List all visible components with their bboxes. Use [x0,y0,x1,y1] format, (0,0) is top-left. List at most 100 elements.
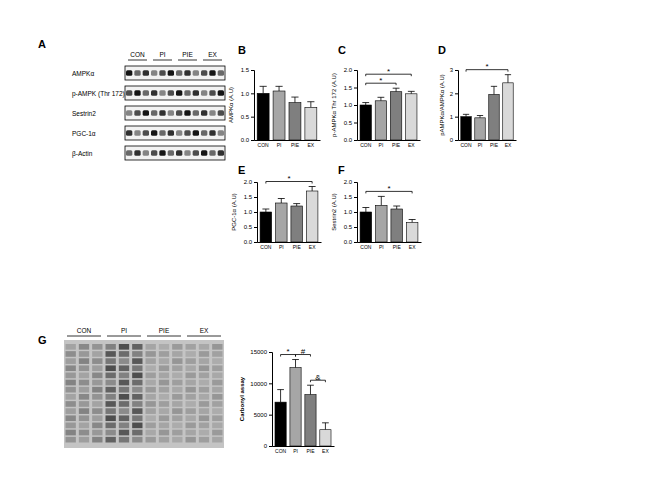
blot-band [176,150,182,156]
lane-label: EX [208,51,217,58]
panel-label: A [38,38,46,50]
blot-smear [66,373,76,379]
blot-smear [92,408,102,414]
blot-smear [66,380,76,386]
tick-label: PI [379,142,384,148]
y-tick: 1.0 [244,209,257,215]
blot-smear [159,394,169,400]
blot-smear [132,408,142,414]
axis-line [354,71,358,141]
figure: CONPIPIEEXAMPKαp-AMPK (Thr 172)Sestrin2P… [0,0,648,478]
tick-label: 1.0 [344,209,353,215]
y-axis: 050001000015000 [250,349,272,449]
blot-smear [79,423,89,429]
y-tick: 1.5 [344,85,357,91]
blot-band [184,110,190,116]
tick-mark [254,212,257,213]
y-tick: 3 [450,67,458,73]
significance-label: * [379,76,382,85]
bar [360,212,372,242]
tick-label: 0.0 [344,137,353,143]
blot-smear [212,380,222,386]
blot-smear [159,358,169,364]
blot-panel: CONPIPIEEX [125,51,225,160]
blot-smear [172,387,182,393]
error-cap [309,186,316,187]
y-tick: 5000 [254,412,272,418]
bar [305,395,316,446]
bar [390,92,401,140]
blot-band [168,110,174,116]
blot-smear [92,437,102,443]
blot-smear [66,387,76,393]
blot-smear [92,430,102,436]
x-tick: CON [275,448,287,454]
blot-smear [199,408,209,414]
axis-line [254,183,258,243]
error-stem [325,423,326,430]
x-tick: PI [379,244,384,250]
blot-smear [159,351,169,357]
x-tick: PIE [293,244,302,250]
error-stem [493,86,494,94]
y-tick: 1.0 [241,91,254,97]
blot-smear [132,423,142,429]
tick-label: 1.5 [344,194,353,200]
blot-band [176,130,182,136]
tick-mark [251,93,254,94]
blot-smear [159,437,169,443]
blot-band [201,110,207,116]
tick-label: PI [279,244,284,250]
tick-mark [251,140,254,141]
error-cap [262,209,269,210]
lane-underline [128,60,147,61]
blot-band [209,150,215,156]
blot-smear [186,430,196,436]
blot-smear [172,430,182,436]
tick-label: EX [322,448,329,454]
blot-smear [119,437,129,443]
blot-smear [159,423,169,429]
tick-label: CON [460,142,472,148]
bar-panel: 0.00.51.01.5CONPIPIEEXAMPKα (A.U) [228,67,321,147]
blot-smear [132,365,142,371]
blot-smear [159,373,169,379]
blot-smear [119,430,129,436]
significance-label: * [286,347,289,356]
blot-panel: CONPIPIEEX [64,327,224,448]
error-stem [265,209,266,212]
blot-smear [212,437,222,443]
blot-smear [119,387,129,393]
blot-band [159,90,165,96]
blot-smear [186,365,196,371]
tick-mark [354,105,357,106]
marks [360,88,417,140]
tick-mark [455,140,458,141]
bar [290,368,301,446]
tick-mark [455,93,458,94]
blot-smear [199,437,209,443]
blot-smear [199,401,209,407]
tick-mark [354,182,357,183]
y-tick: 1 [450,114,458,120]
error-stem [263,86,264,93]
x-tick: EX [409,244,416,250]
x-axis: CONPIPIEEX [358,141,421,148]
tick-mark [254,242,257,243]
bar [275,402,286,446]
blot-smear [146,423,156,429]
blot-band [151,130,157,136]
blot-smear [186,351,196,357]
error-stem [310,385,311,394]
blot-band [126,150,132,156]
bar-panel: 0123CONPIPIEEXpAMPKα/AMPKα (A.U)* [439,62,517,147]
error-bar [393,206,400,209]
blot-smear [92,358,102,364]
blot-smear [159,401,169,407]
y-tick: 1.0 [344,102,357,108]
blot-smear [106,423,116,429]
blot-smear [212,415,222,421]
y-axis-title: Carbonyl assay [239,376,245,421]
blot-smear [106,387,116,393]
error-bar [277,390,284,403]
